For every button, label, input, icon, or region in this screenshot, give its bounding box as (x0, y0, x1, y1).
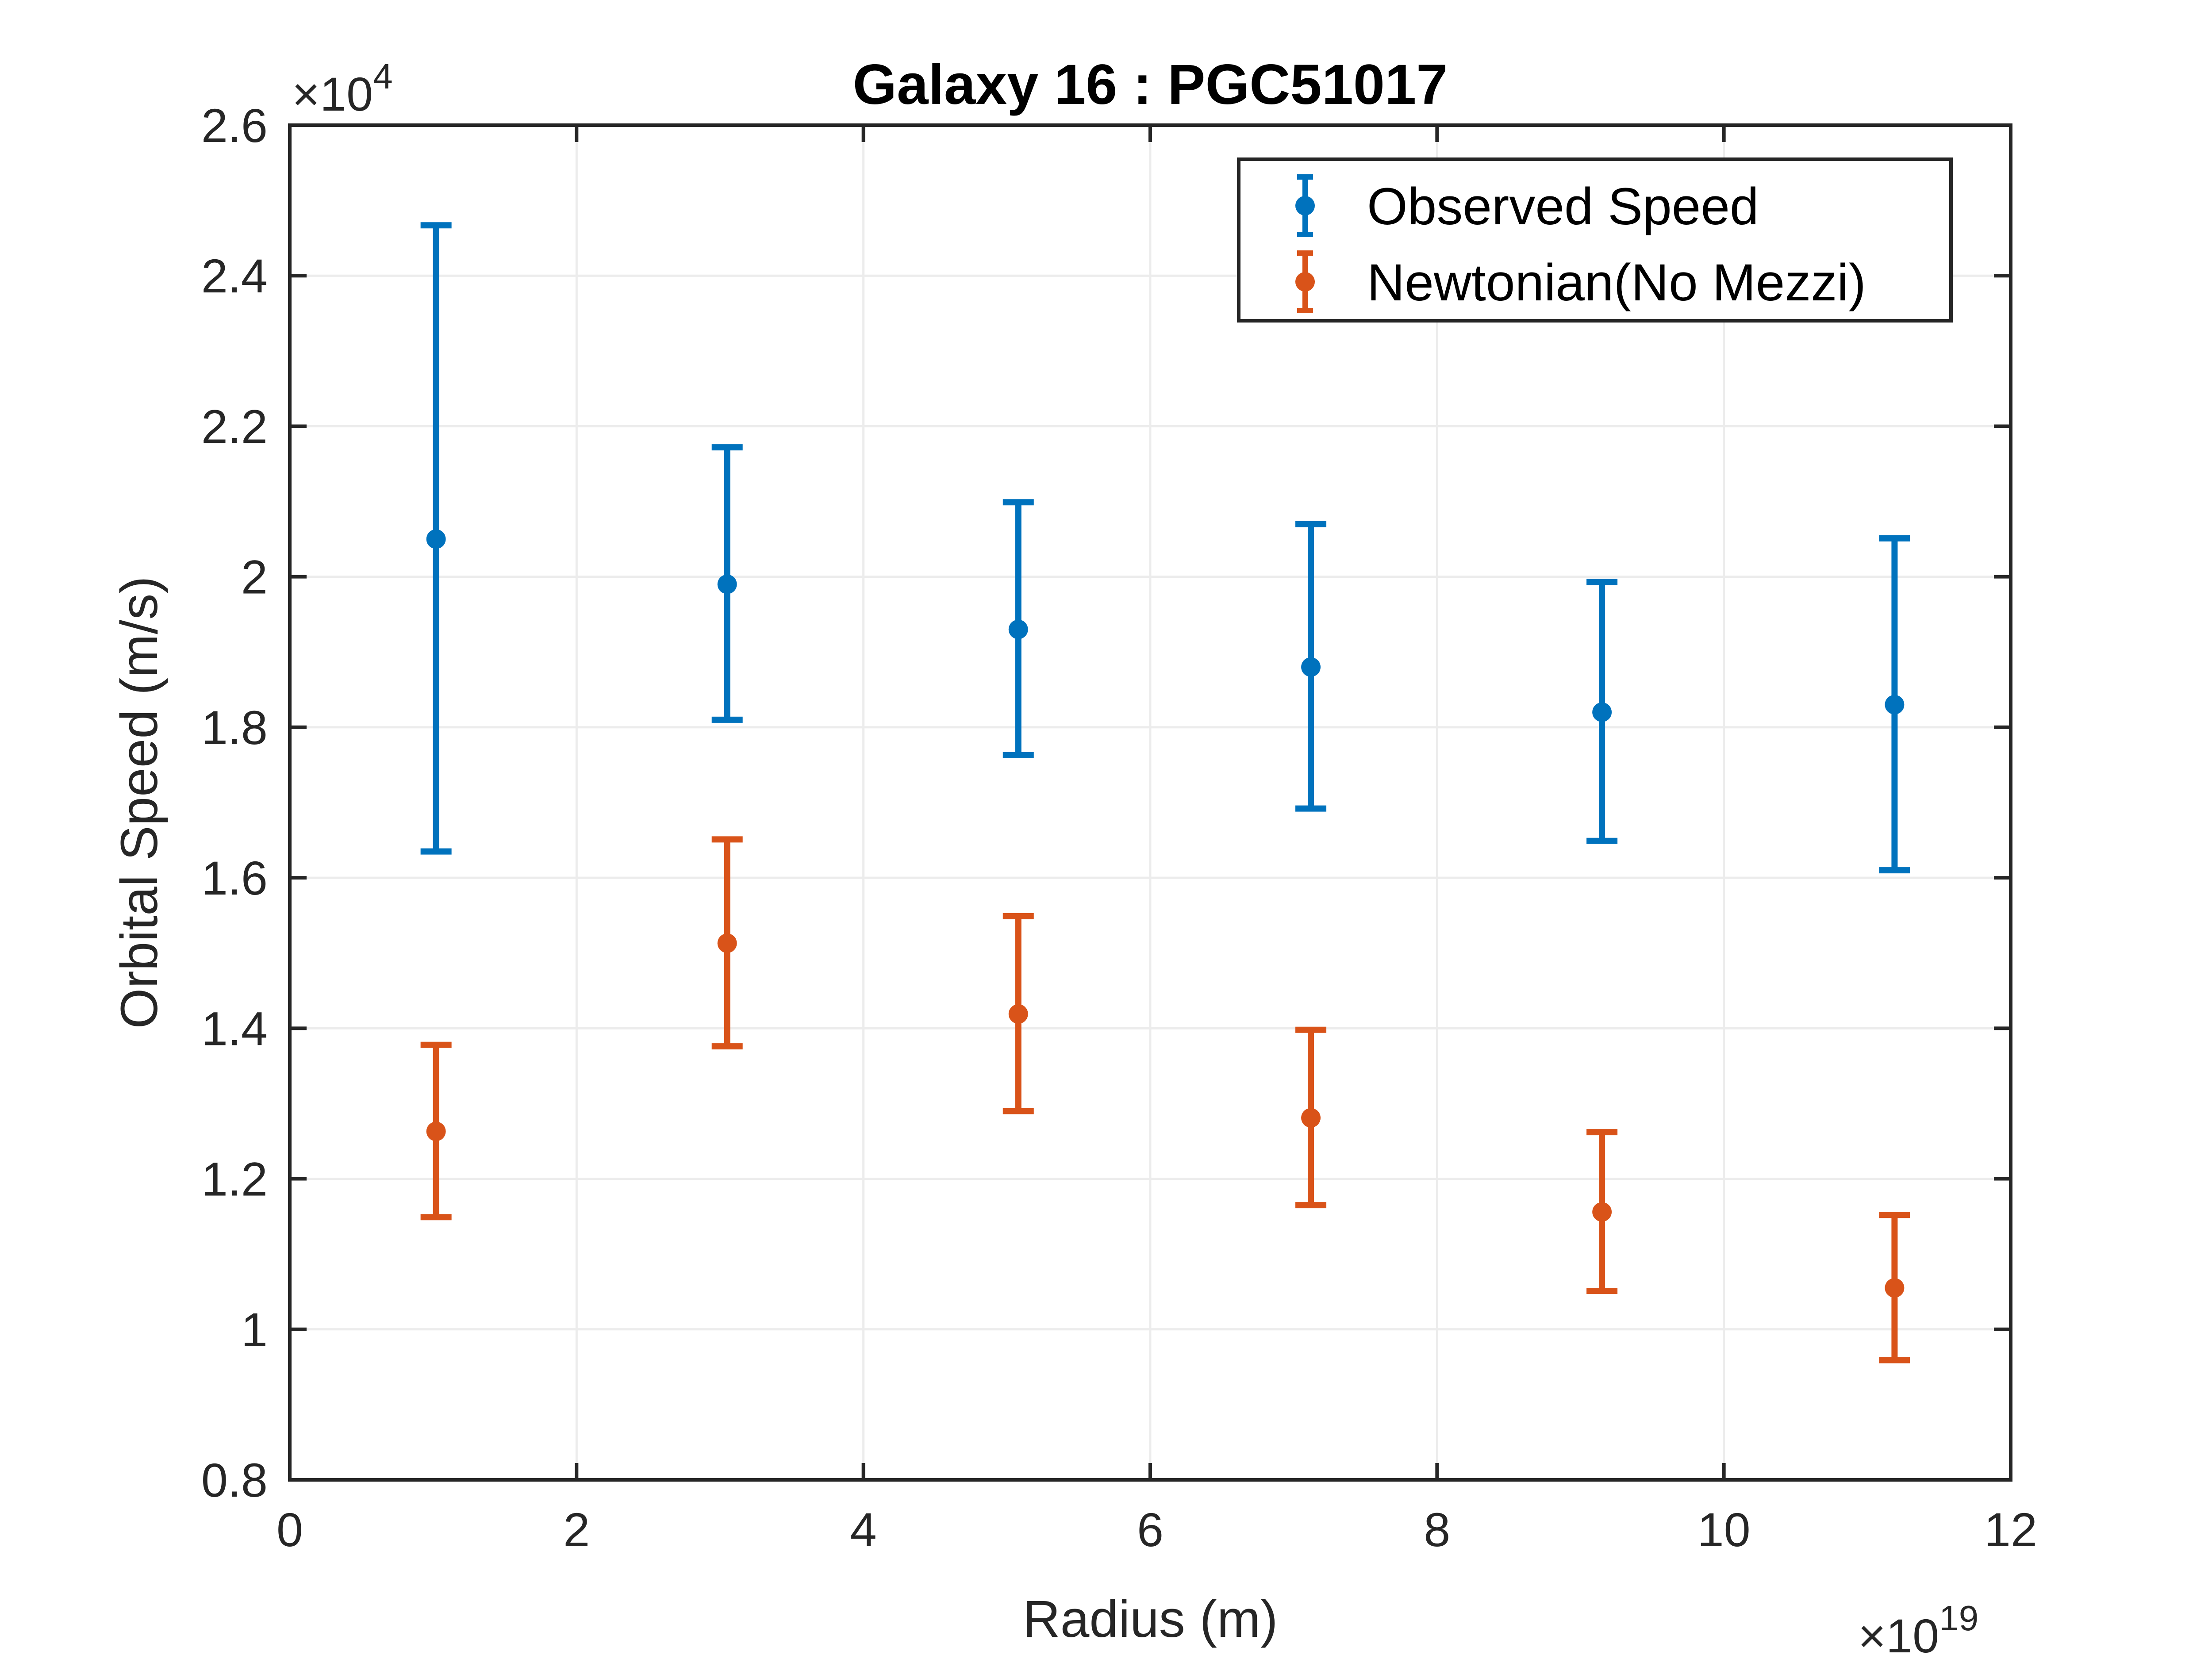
legend-marker-icon (1295, 272, 1315, 292)
data-point (426, 1121, 446, 1141)
data-point (1592, 702, 1612, 722)
data-point (717, 933, 737, 953)
y-tick-label: 1.2 (201, 1152, 268, 1206)
legend-label: Newtonian(No Mezzi) (1367, 253, 1866, 312)
legend-box (1237, 157, 1953, 323)
text-layer: Galaxy 16 : PGC51017 Radius (m) Orbital … (110, 53, 1978, 1659)
y-tick-label: 1.4 (201, 1002, 268, 1055)
y-axis-label: Orbital Speed (m/s) (110, 576, 169, 1029)
y-exponent-power: 4 (373, 57, 393, 96)
y-tick-label: 1.6 (201, 851, 268, 905)
x-tick-label: 10 (1697, 1503, 1751, 1556)
grid-layer (290, 125, 2011, 1480)
x-tick-label: 8 (1424, 1503, 1450, 1556)
series-group (420, 222, 1910, 874)
y-axis-exponent: ×104 (292, 57, 393, 121)
y-tick-label: 1 (241, 1303, 268, 1356)
y-tick-label: 2.2 (201, 399, 268, 453)
x-tick-label: 2 (563, 1503, 590, 1556)
x-tick-label: 6 (1137, 1503, 1164, 1556)
data-point (1008, 1004, 1028, 1024)
data-point (426, 529, 446, 549)
data-point (717, 574, 737, 594)
x-exponent-power: 19 (1939, 1598, 1978, 1638)
y-tick-label: 2.6 (201, 99, 268, 152)
x-axis-exponent: ×1019 (1858, 1598, 1978, 1659)
x-exponent-base: ×10 (1858, 1609, 1939, 1659)
legend-item: Observed Speed (1295, 174, 1759, 237)
data-point (1885, 1278, 1905, 1298)
legend-marker-icon (1295, 196, 1315, 215)
y-tick-label: 2 (241, 550, 268, 604)
series-group (420, 836, 1910, 1363)
data-point (1008, 619, 1028, 639)
legend-label: Observed Speed (1367, 177, 1759, 236)
y-tick-label: 1.8 (201, 701, 268, 754)
data-layer (420, 222, 1910, 1363)
y-exponent-base: ×10 (292, 67, 373, 121)
y-tick-label: 2.4 (201, 249, 268, 303)
axes-layer: 0 2 4 6 8 10 12 0.8 1 1.2 1.4 1.6 1.8 2 2.2 2.4 2.6 (201, 99, 2037, 1556)
x-axis-label: Radius (m) (1023, 1590, 1278, 1648)
legend: Observed Speed Newtonian(No Mezzi) (1237, 157, 1953, 323)
data-point (1885, 695, 1905, 714)
x-tick-label: 0 (276, 1503, 303, 1556)
x-tick-label: 12 (1984, 1503, 2037, 1556)
legend-item: Newtonian(No Mezzi) (1295, 250, 1866, 313)
chart-title: Galaxy 16 : PGC51017 (853, 53, 1448, 116)
data-point (1592, 1202, 1612, 1222)
y-tick-label: 0.8 (201, 1453, 268, 1507)
x-tick-label: 4 (850, 1503, 877, 1556)
data-point (1301, 657, 1321, 677)
data-point (1301, 1108, 1321, 1128)
